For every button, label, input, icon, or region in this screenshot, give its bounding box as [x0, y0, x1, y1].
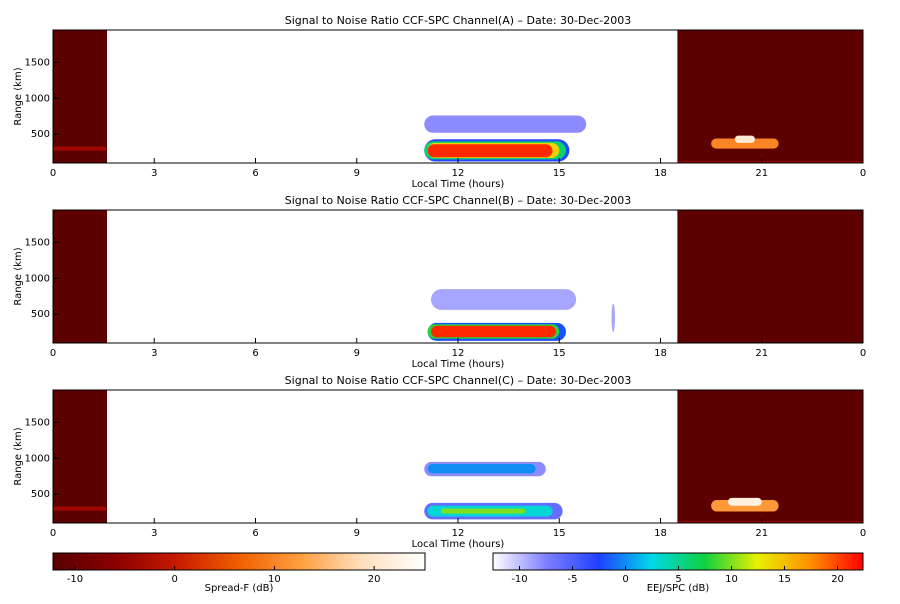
y-tick-label: 1500	[25, 417, 50, 428]
colorbar: -10 0 10 20 Spread-F (dB)	[52, 552, 426, 594]
colorbar-tick-label: 0	[622, 574, 628, 585]
x-tick-label: 18	[654, 168, 667, 179]
x-tick-label: 0	[50, 168, 56, 179]
x-tick-label: 18	[654, 528, 667, 539]
y-tick-label: 500	[31, 129, 50, 140]
colorbar-fill	[492, 552, 864, 571]
x-tick-label: 21	[755, 348, 768, 359]
colorbar-tick-label: 15	[778, 574, 791, 585]
y-tick-label: 1000	[25, 453, 50, 464]
colorbar-tick-label: -5	[568, 574, 578, 585]
spread-f-echo	[53, 506, 107, 511]
panel-title: Signal to Noise Ratio CCF-SPC Channel(A)…	[285, 14, 632, 27]
colorbar-label: Spread-F (dB)	[205, 583, 274, 594]
spread-f-echo	[53, 146, 107, 151]
panel-title: Signal to Noise Ratio CCF-SPC Channel(B)…	[285, 194, 632, 207]
x-tick-label: 9	[354, 168, 360, 179]
spread-f-echo	[728, 497, 762, 506]
y-axis-label: Range (km)	[13, 247, 24, 305]
spread-f-echo	[53, 210, 107, 343]
y-tick-label: 500	[31, 309, 50, 320]
x-tick-label: 9	[354, 528, 360, 539]
x-tick-label: 21	[755, 528, 768, 539]
x-tick-label: 3	[151, 168, 157, 179]
panel: Signal to Noise Ratio CCF-SPC Channel(A)…	[13, 14, 866, 190]
colorbar-tick-label: -10	[511, 574, 527, 585]
colorbar-tick-label: 20	[368, 574, 381, 585]
x-tick-label: 0	[50, 528, 56, 539]
y-tick-label: 1000	[25, 273, 50, 284]
y-tick-label: 1500	[25, 57, 50, 68]
spread-f-echo	[734, 135, 755, 143]
eej-echo	[427, 464, 536, 474]
y-axis-label: Range (km)	[13, 67, 24, 125]
x-tick-label: 0	[860, 528, 866, 539]
x-tick-label: 3	[151, 528, 157, 539]
plot-area	[53, 210, 863, 343]
eej-echo	[611, 303, 615, 333]
x-tick-label: 9	[354, 348, 360, 359]
eej-echo	[431, 325, 556, 338]
colorbar-tick-label: -10	[67, 574, 83, 585]
colorbar-tick-label: 10	[725, 574, 738, 585]
spread-f-echo	[53, 30, 107, 163]
colorbar-tick-label: 0	[171, 574, 177, 585]
y-tick-label: 1000	[25, 93, 50, 104]
panel: Signal to Noise Ratio CCF-SPC Channel(B)…	[13, 194, 866, 370]
y-tick-label: 500	[31, 489, 50, 500]
spread-f-echo	[711, 138, 779, 149]
colorbar-label: EEJ/SPC (dB)	[647, 583, 710, 594]
eej-echo	[441, 508, 526, 514]
eej-echo	[431, 289, 577, 310]
x-tick-label: 3	[151, 348, 157, 359]
spread-f-echo	[677, 210, 863, 343]
x-tick-label: 0	[50, 348, 56, 359]
spread-f-echo	[53, 390, 107, 523]
x-tick-label: 6	[252, 168, 258, 179]
x-tick-label: 15	[553, 168, 566, 179]
x-tick-label: 12	[452, 168, 465, 179]
x-tick-label: 6	[252, 528, 258, 539]
y-tick-label: 1500	[25, 237, 50, 248]
x-tick-label: 15	[553, 348, 566, 359]
eej-echo	[427, 144, 553, 158]
y-axis-label: Range (km)	[13, 427, 24, 485]
x-tick-label: 15	[553, 528, 566, 539]
x-tick-label: 0	[860, 168, 866, 179]
colorbar-fill	[52, 552, 426, 571]
eej-echo	[424, 115, 587, 133]
x-tick-label: 12	[452, 528, 465, 539]
panel-title: Signal to Noise Ratio CCF-SPC Channel(C)…	[285, 374, 632, 387]
x-axis-label: Local Time (hours)	[412, 359, 505, 370]
colorbar: -10 -5 0 5 10 15 20 EEJ/SPC (dB)	[492, 552, 864, 594]
x-tick-label: 6	[252, 348, 258, 359]
x-tick-label: 12	[452, 348, 465, 359]
x-tick-label: 18	[654, 348, 667, 359]
x-tick-label: 21	[755, 168, 768, 179]
plot-area	[53, 390, 863, 523]
colorbar-tick-label: 10	[268, 574, 281, 585]
plot-area	[53, 30, 863, 163]
colorbar-tick-label: 20	[831, 574, 844, 585]
colorbar-tick-label: 5	[675, 574, 681, 585]
panel: Signal to Noise Ratio CCF-SPC Channel(C)…	[13, 374, 866, 550]
spread-f-echo	[711, 499, 779, 512]
x-tick-label: 0	[860, 348, 866, 359]
x-axis-label: Local Time (hours)	[412, 179, 505, 190]
x-axis-label: Local Time (hours)	[412, 539, 505, 550]
